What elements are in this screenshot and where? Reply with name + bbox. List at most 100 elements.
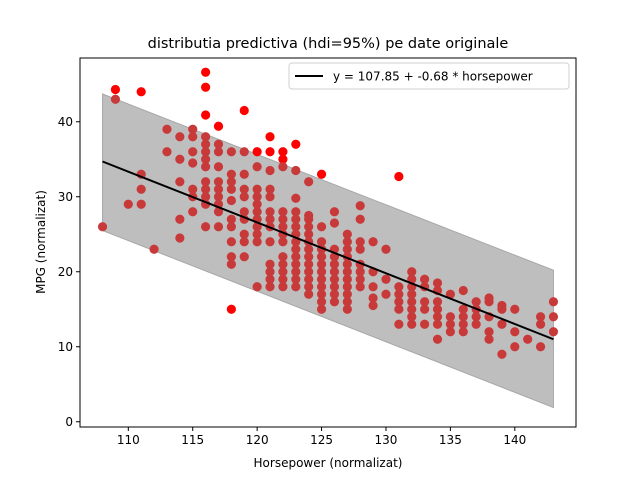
- data-point: [329, 289, 340, 299]
- data-point: [497, 304, 507, 314]
- data-point: [355, 267, 365, 277]
- data-point: [252, 199, 262, 209]
- data-point: [342, 237, 352, 247]
- data-point: [407, 289, 417, 299]
- data-point: [548, 327, 559, 337]
- data-point: [136, 184, 146, 194]
- axes-frame: [79, 57, 577, 428]
- data-point: [278, 147, 288, 157]
- data-point: [368, 300, 378, 311]
- data-point: [394, 289, 404, 299]
- data-point: [368, 237, 378, 247]
- data-point: [342, 289, 352, 299]
- data-point: [278, 274, 288, 284]
- data-point: [226, 195, 236, 206]
- data-point: [548, 297, 559, 307]
- data-point: [407, 319, 417, 329]
- data-point: [201, 184, 211, 194]
- data-point: [278, 162, 288, 172]
- data-point: [201, 192, 211, 202]
- data-point: [239, 252, 249, 262]
- data-point: [316, 274, 327, 284]
- data-point: [355, 237, 365, 247]
- data-point: [175, 154, 185, 164]
- data-point: [110, 84, 121, 95]
- data-point: [304, 214, 314, 224]
- data-point: [445, 312, 455, 322]
- data-point: [265, 132, 275, 142]
- y-tick-label: 20: [58, 265, 73, 279]
- data-point: [278, 154, 288, 164]
- data-point: [342, 282, 352, 292]
- data-point: [226, 252, 236, 262]
- data-point: [368, 282, 378, 292]
- data-point: [316, 304, 327, 314]
- data-point: [213, 222, 224, 232]
- data-point: [239, 192, 249, 202]
- data-point: [445, 289, 455, 299]
- data-point: [226, 184, 236, 194]
- data-point: [201, 110, 211, 120]
- data-point: [316, 267, 327, 277]
- data-point: [535, 319, 546, 329]
- data-point: [458, 285, 468, 296]
- data-point: [342, 304, 352, 314]
- data-point: [471, 319, 481, 329]
- data-point: [136, 199, 146, 209]
- data-point: [432, 319, 443, 329]
- data-point: [188, 158, 198, 168]
- data-point: [342, 259, 352, 269]
- data-point: [278, 214, 288, 224]
- data-point: [226, 237, 236, 247]
- data-point: [291, 252, 301, 262]
- data-point: [226, 177, 236, 187]
- y-tick-label: 30: [58, 190, 73, 204]
- data-point: [291, 165, 301, 176]
- data-point: [342, 267, 352, 277]
- legend-box: [288, 62, 570, 90]
- data-point: [239, 184, 249, 194]
- data-point: [510, 342, 520, 352]
- data-point: [420, 304, 430, 314]
- data-point: [278, 252, 288, 262]
- data-point: [316, 259, 327, 269]
- x-tick-label: 135: [439, 433, 462, 447]
- data-point: [201, 162, 211, 172]
- data-point: [201, 139, 211, 149]
- data-point: [226, 169, 236, 179]
- regression-line: [102, 160, 554, 341]
- data-point: [304, 267, 314, 277]
- data-point: [252, 222, 262, 232]
- data-point: [265, 165, 275, 176]
- data-point: [175, 132, 185, 142]
- data-point: [213, 121, 224, 131]
- data-point: [329, 282, 340, 292]
- legend: y = 107.85 + -0.68 * horsepower: [288, 62, 570, 90]
- data-point: [381, 274, 391, 284]
- data-point: [458, 304, 468, 314]
- data-point: [265, 184, 275, 194]
- data-point: [213, 192, 224, 202]
- data-point: [304, 282, 314, 292]
- data-point: [201, 82, 211, 92]
- data-point: [239, 105, 249, 116]
- data-point: [252, 282, 262, 292]
- data-point: [278, 259, 288, 269]
- data-point: [188, 207, 198, 217]
- data-point: [497, 349, 507, 359]
- data-point: [226, 259, 236, 269]
- data-point: [548, 312, 559, 322]
- data-point: [420, 319, 430, 329]
- data-point: [213, 177, 224, 187]
- data-point: [291, 274, 301, 284]
- data-point: [510, 327, 520, 337]
- data-point: [407, 312, 417, 322]
- data-point: [291, 139, 301, 149]
- data-point: [304, 274, 314, 284]
- data-point: [510, 304, 520, 314]
- data-point: [304, 177, 314, 187]
- data-point: [484, 327, 494, 337]
- data-point: [394, 297, 404, 307]
- data-point: [368, 293, 378, 303]
